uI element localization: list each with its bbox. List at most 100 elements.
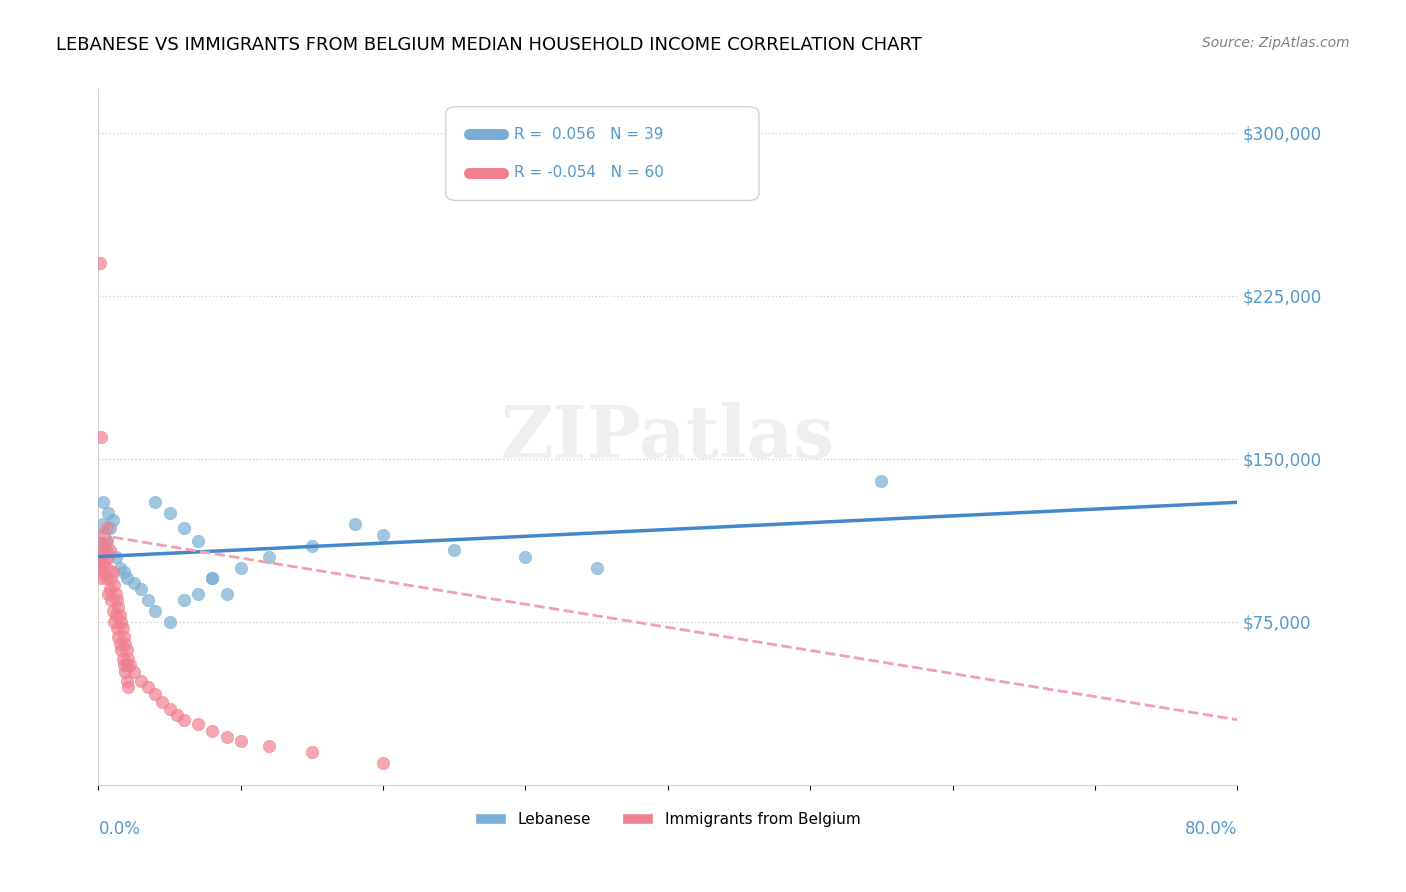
Point — [145, 604, 167, 618]
Point — [90, 539, 112, 553]
Point — [96, 534, 118, 549]
Point — [201, 571, 224, 585]
Point — [145, 495, 167, 509]
Point — [115, 673, 138, 688]
Point — [122, 665, 145, 679]
Point — [166, 708, 188, 723]
Point — [103, 578, 125, 592]
Point — [89, 560, 111, 574]
Point — [101, 513, 124, 527]
Point — [101, 604, 124, 618]
Point — [129, 673, 152, 688]
Point — [259, 549, 281, 564]
Text: Source: ZipAtlas.com: Source: ZipAtlas.com — [1202, 36, 1350, 50]
Point — [136, 680, 159, 694]
Point — [115, 658, 138, 673]
Point — [115, 643, 138, 657]
Point — [98, 582, 121, 597]
Point — [98, 521, 121, 535]
Point — [152, 695, 174, 709]
Point — [259, 739, 281, 753]
Point — [187, 534, 209, 549]
Point — [94, 534, 117, 549]
Point — [108, 637, 131, 651]
Point — [94, 571, 117, 585]
Text: R = -0.054   N = 60: R = -0.054 N = 60 — [515, 165, 664, 180]
Point — [97, 506, 120, 520]
Text: ZIPatlas: ZIPatlas — [501, 401, 835, 473]
Point — [110, 643, 132, 657]
Point — [515, 549, 537, 564]
Point — [93, 543, 115, 558]
Point — [111, 652, 134, 666]
Point — [104, 608, 127, 623]
Point — [129, 582, 152, 597]
Point — [870, 474, 893, 488]
Text: LEBANESE VS IMMIGRANTS FROM BELGIUM MEDIAN HOUSEHOLD INCOME CORRELATION CHART: LEBANESE VS IMMIGRANTS FROM BELGIUM MEDI… — [56, 36, 922, 54]
Point — [112, 565, 135, 579]
Point — [443, 543, 465, 558]
Point — [107, 599, 129, 614]
Point — [173, 713, 195, 727]
Point — [89, 560, 111, 574]
Point — [93, 556, 115, 570]
Point — [117, 652, 139, 666]
Point — [145, 687, 167, 701]
Point — [105, 593, 128, 607]
Point — [301, 745, 323, 759]
Point — [229, 560, 252, 574]
Point — [111, 621, 134, 635]
Point — [110, 615, 132, 629]
Point — [159, 615, 181, 629]
Point — [201, 723, 224, 738]
Point — [91, 565, 114, 579]
Point — [187, 717, 209, 731]
Point — [100, 571, 122, 585]
Point — [89, 549, 111, 564]
Point — [101, 565, 124, 579]
Point — [114, 637, 136, 651]
Point — [136, 593, 159, 607]
Point — [100, 593, 122, 607]
Point — [187, 587, 209, 601]
Text: 0.0%: 0.0% — [98, 820, 141, 838]
Point — [90, 571, 112, 585]
Point — [97, 549, 120, 564]
Point — [201, 571, 224, 585]
Point — [93, 528, 115, 542]
Point — [373, 528, 395, 542]
Text: 80.0%: 80.0% — [1185, 820, 1237, 838]
Point — [98, 543, 121, 558]
Point — [117, 680, 139, 694]
Point — [173, 521, 195, 535]
Point — [103, 615, 125, 629]
Point — [585, 560, 607, 574]
Point — [89, 528, 111, 542]
Point — [89, 256, 111, 270]
Point — [108, 560, 131, 574]
Point — [91, 539, 114, 553]
Point — [118, 658, 141, 673]
Point — [343, 516, 366, 531]
Point — [159, 702, 181, 716]
Legend: Lebanese, Immigrants from Belgium: Lebanese, Immigrants from Belgium — [470, 805, 866, 833]
Point — [90, 549, 112, 564]
Point — [115, 571, 138, 585]
Point — [96, 521, 118, 535]
Point — [159, 506, 181, 520]
Point — [91, 495, 114, 509]
Point — [108, 608, 131, 623]
Point — [373, 756, 395, 771]
Point — [112, 658, 135, 673]
Point — [105, 621, 128, 635]
Point — [122, 575, 145, 590]
Point — [97, 587, 120, 601]
Point — [94, 543, 117, 558]
Point — [96, 560, 118, 574]
Point — [107, 630, 129, 644]
Point — [114, 665, 136, 679]
Point — [215, 587, 238, 601]
Point — [173, 593, 195, 607]
Point — [229, 734, 252, 748]
Point — [90, 430, 112, 444]
